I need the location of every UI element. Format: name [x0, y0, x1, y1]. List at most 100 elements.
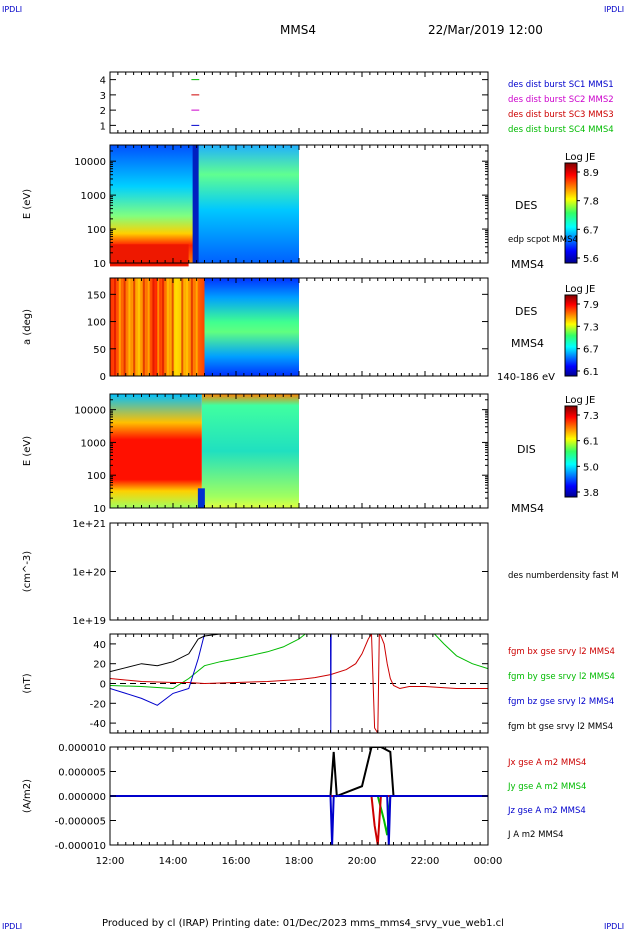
y-tick-label: -20	[90, 699, 106, 710]
x-tick-label: 16:00	[222, 856, 251, 867]
colorbar-tick-label: 7.3	[583, 411, 599, 422]
y-tick-label: 1e+21	[72, 519, 106, 530]
series-line-bx	[110, 634, 488, 733]
y-tick-label: 1	[100, 121, 106, 132]
pad-colorbar	[564, 294, 578, 377]
des-colorbar	[564, 162, 578, 264]
dis-spectrogram-boundary	[197, 488, 205, 508]
x-tick-label: 20:00	[348, 856, 377, 867]
corner-label-bottom-left: IPDLI	[2, 922, 23, 931]
des-colorbar-label: Log JE	[565, 152, 595, 163]
time-axis: 12:00 14:00 16:00 18:00 20:00 22:00 00:00	[96, 856, 503, 867]
x-tick-label: 22:00	[411, 856, 440, 867]
pad-stripe	[114, 278, 116, 376]
y-axis-label: (nT)	[22, 673, 33, 693]
corner-label-top-left: IPDLI	[2, 5, 23, 14]
pad-spectrogram-right	[204, 278, 299, 376]
series-line-bz	[110, 634, 488, 733]
panel-group: 1 2 3 4 des dist burst SC1 MMS1 des dist burs…	[22, 71, 619, 852]
pad-stripe	[118, 278, 121, 376]
y-tick-label: 1e+19	[72, 616, 106, 627]
pad-stripe	[142, 278, 145, 376]
footer-text: Produced by cl (IRAP) Printing date: 01/…	[102, 918, 504, 929]
pad-energy-range: 140-186 eV	[497, 372, 555, 383]
pad-stripe	[171, 278, 174, 376]
y-tick-label: 1000	[81, 191, 106, 202]
legend-current-3: Jz gse A m2 MMS4	[507, 806, 586, 816]
colorbar-tick-label: 6.1	[583, 367, 599, 378]
x-tick-label: 14:00	[159, 856, 188, 867]
pad-stripe	[176, 278, 179, 376]
series-line-bt	[110, 634, 236, 673]
bfield-lines	[110, 634, 488, 733]
pad-colorbar-label: Log JE	[565, 284, 595, 295]
series-line-J	[110, 747, 488, 798]
y-tick-label: 1000	[81, 438, 106, 449]
panel-frame-5	[109, 522, 489, 621]
legend-bfield-2: fgm by gse srvy l2 MMS4	[508, 672, 615, 682]
pad-stripe	[181, 278, 184, 376]
pad-instrument-label: DES	[515, 305, 537, 318]
colorbar-tick-label: 8.9	[583, 168, 599, 179]
colorbar-tick-label: 6.7	[583, 345, 599, 356]
pad-stripe	[195, 278, 198, 376]
legend-burst-2: des dist burst SC2 MMS2	[508, 95, 614, 105]
pad-stripe	[128, 278, 131, 376]
panel-frame-1	[109, 71, 489, 134]
des-instrument-label: DES	[515, 199, 537, 212]
y-tick-label: 10	[93, 259, 106, 270]
y-tick-label: 4	[100, 76, 106, 87]
series-line-Jz	[110, 795, 488, 845]
pad-stripe	[157, 278, 160, 376]
y-tick-label: 2	[100, 106, 106, 117]
y-tick-label: 20	[93, 660, 106, 671]
y-tick-label: 10000	[74, 406, 106, 417]
y-tick-label: 0.000010	[58, 743, 106, 754]
des-sc-label: MMS4	[511, 258, 544, 271]
y-tick-label: 0.000000	[58, 792, 106, 803]
y-axis-label: E (eV)	[22, 189, 33, 219]
dis-sc-label: MMS4	[511, 502, 544, 515]
y-axis-label: a (deg)	[22, 309, 33, 345]
y-tick-label: 100	[87, 318, 106, 329]
colorbar-tick-label: 7.3	[583, 322, 599, 333]
y-tick-label: -0.000005	[55, 817, 106, 828]
y-tick-label: 100	[87, 225, 106, 236]
y-axis-label: (cm^-3)	[22, 551, 33, 592]
des-spectrogram-right	[196, 145, 299, 263]
pad-stripe	[152, 278, 155, 376]
pad-sc-label: MMS4	[511, 337, 544, 350]
series-line-Jy	[110, 795, 488, 836]
colorbar-tick-label: 5.0	[583, 462, 599, 473]
legend-current-2: Jy gse A m2 MMS4	[507, 782, 586, 792]
y-tick-label: 1e+20	[72, 568, 106, 579]
pad-stripe	[186, 278, 189, 376]
y-tick-label: 0	[100, 680, 106, 691]
pad-stripe	[147, 278, 150, 376]
colorbar-tick-label: 5.6	[583, 254, 599, 265]
pad-stripe	[138, 278, 141, 376]
dis-spectrogram-left	[110, 394, 202, 508]
x-tick-label: 18:00	[285, 856, 314, 867]
corner-label-top-right: IPDLI	[604, 5, 625, 14]
edp-note: edp scpot MMS4	[508, 235, 578, 245]
x-tick-label: 00:00	[474, 856, 503, 867]
y-tick-label: 0	[100, 372, 106, 383]
legend-current-1: Jx gse A m2 MMS4	[507, 758, 586, 768]
legend-current-4: J A m2 MMS4	[507, 830, 564, 840]
pad-stripe	[190, 278, 193, 376]
dis-instrument-label: DIS	[517, 443, 536, 456]
y-tick-label: -40	[90, 719, 106, 730]
colorbar-tick-label: 6.7	[583, 225, 599, 236]
des-spectrogram-band	[110, 244, 189, 267]
y-tick-label: 10000	[74, 157, 106, 168]
x-tick-label: 12:00	[96, 856, 125, 867]
dis-colorbar	[564, 405, 578, 498]
dis-colorbar-label: Log JE	[565, 395, 595, 406]
datetime-title: 22/Mar/2019 12:00	[428, 23, 543, 37]
y-tick-label: 0.000005	[58, 768, 106, 779]
spacecraft-title: MMS4	[280, 23, 316, 37]
pad-stripe	[166, 278, 169, 376]
current-lines	[110, 747, 488, 845]
